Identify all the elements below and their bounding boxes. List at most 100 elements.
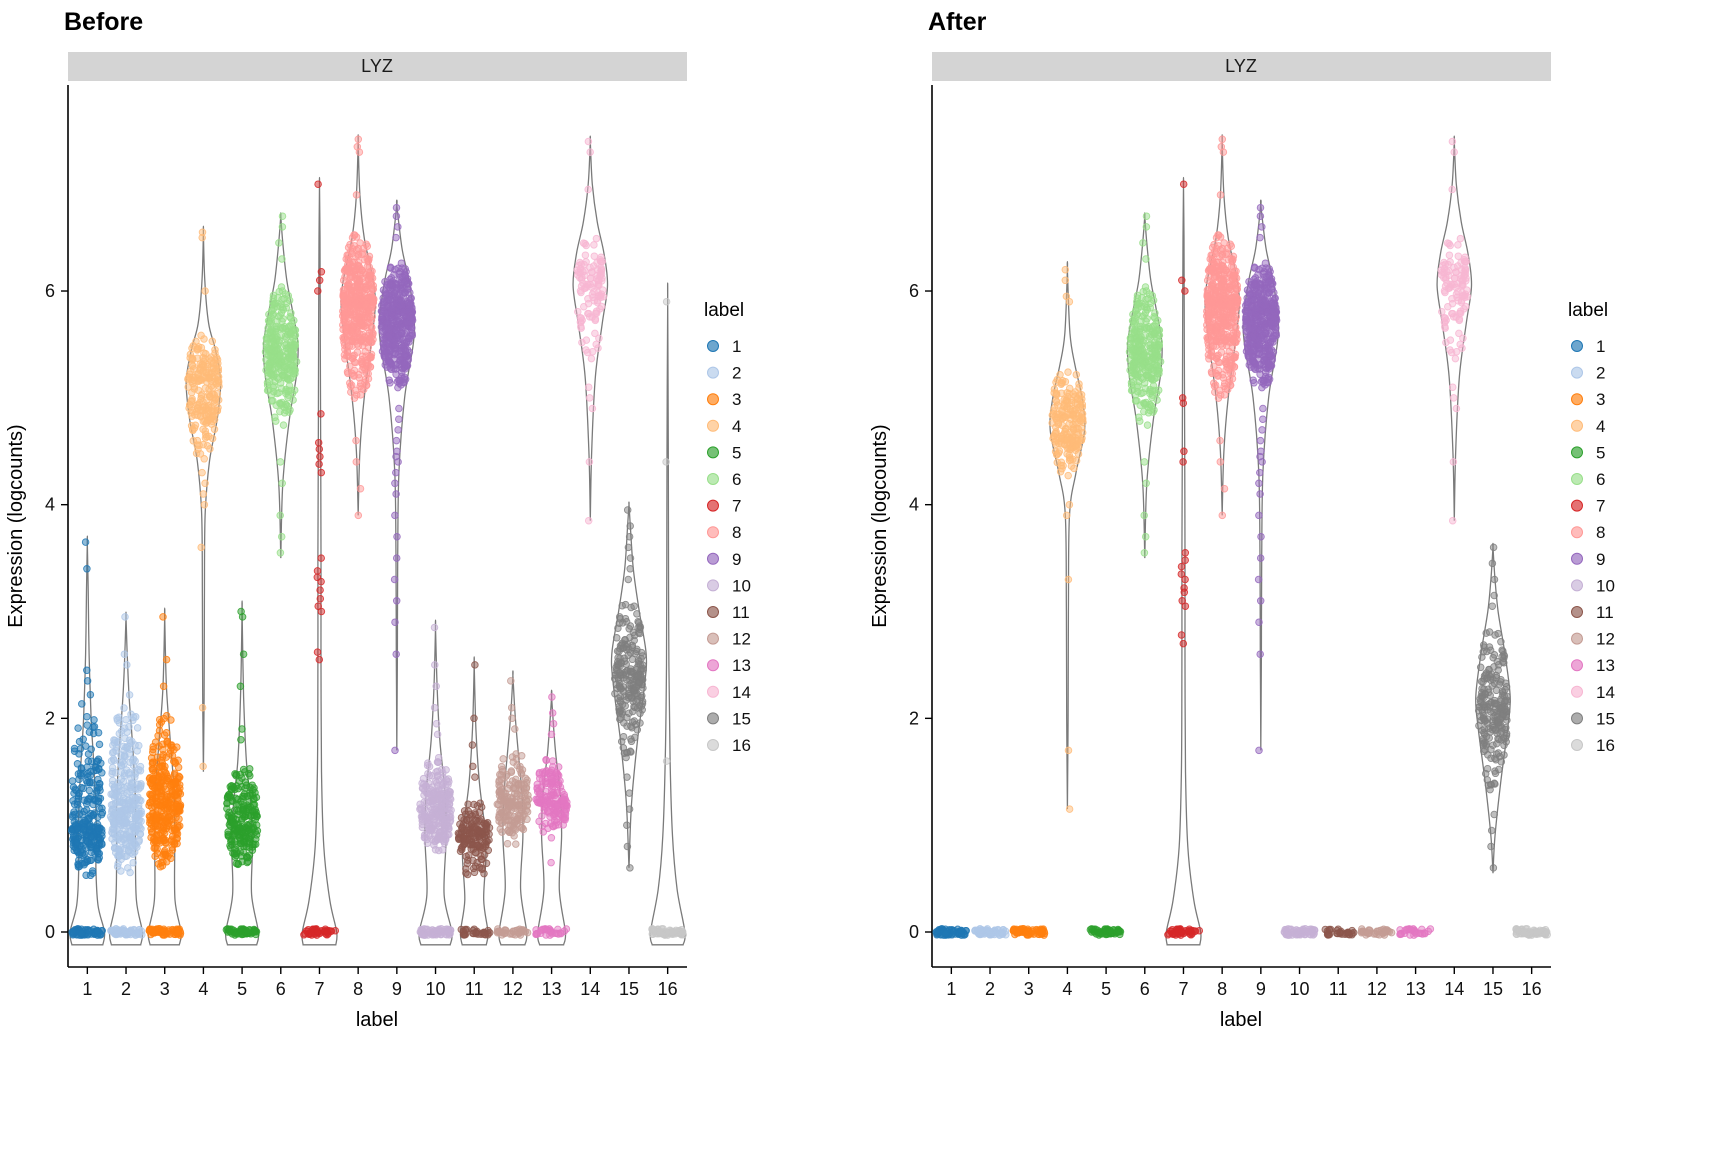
data-point bbox=[623, 722, 631, 730]
data-point bbox=[547, 730, 556, 739]
data-point bbox=[399, 308, 407, 317]
data-point bbox=[416, 800, 424, 808]
data-point bbox=[1140, 407, 1148, 416]
data-point bbox=[120, 704, 128, 712]
data-point bbox=[445, 791, 453, 799]
data-point bbox=[378, 327, 387, 336]
data-point bbox=[276, 379, 285, 387]
data-point bbox=[198, 228, 207, 237]
data-point bbox=[542, 756, 551, 765]
data-point bbox=[361, 301, 369, 310]
data-point bbox=[364, 343, 373, 352]
data-point bbox=[438, 846, 447, 854]
data-point bbox=[1057, 461, 1065, 470]
data-point bbox=[201, 417, 209, 426]
data-point bbox=[584, 383, 593, 391]
data-point bbox=[497, 762, 506, 771]
data-point bbox=[231, 931, 239, 939]
data-point bbox=[1072, 456, 1081, 465]
data-point bbox=[73, 797, 82, 806]
data-point bbox=[131, 794, 140, 802]
data-point bbox=[626, 522, 634, 530]
data-point bbox=[83, 677, 92, 685]
data-point bbox=[234, 859, 243, 868]
data-point bbox=[171, 787, 180, 795]
data-point bbox=[291, 366, 299, 374]
jitter-points-cluster-4 bbox=[184, 228, 223, 771]
x-tick-label: 7 bbox=[314, 979, 324, 999]
data-point bbox=[465, 836, 473, 844]
data-point bbox=[273, 332, 281, 341]
data-point bbox=[123, 661, 131, 669]
data-point bbox=[1139, 239, 1147, 247]
data-point bbox=[576, 287, 585, 295]
data-point bbox=[456, 847, 465, 855]
data-point bbox=[287, 347, 296, 356]
data-point bbox=[1153, 396, 1161, 404]
data-point bbox=[407, 325, 415, 333]
legend-key-13 bbox=[707, 659, 719, 672]
data-point bbox=[166, 746, 175, 755]
data-point bbox=[548, 693, 556, 701]
data-point bbox=[403, 318, 411, 327]
data-point bbox=[226, 841, 234, 850]
data-point bbox=[236, 682, 245, 691]
data-point bbox=[277, 283, 286, 291]
data-point bbox=[507, 677, 515, 685]
data-point bbox=[1063, 436, 1071, 444]
data-point bbox=[314, 180, 322, 188]
data-point bbox=[1144, 322, 1153, 331]
data-point bbox=[77, 771, 85, 780]
data-point bbox=[348, 258, 356, 267]
data-point bbox=[625, 532, 634, 541]
data-point bbox=[637, 702, 646, 710]
data-point bbox=[158, 853, 166, 861]
legend-label-15: 15 bbox=[732, 709, 751, 728]
legend-label-16: 16 bbox=[732, 736, 751, 755]
data-point bbox=[173, 794, 182, 802]
data-point bbox=[68, 827, 76, 836]
data-point bbox=[662, 297, 671, 306]
data-point bbox=[95, 853, 103, 862]
data-point bbox=[81, 816, 89, 825]
data-point bbox=[1195, 926, 1204, 935]
data-point bbox=[584, 516, 593, 525]
data-point bbox=[553, 808, 561, 816]
data-point bbox=[364, 374, 373, 383]
data-point bbox=[362, 240, 370, 248]
data-point bbox=[87, 843, 96, 851]
data-point bbox=[392, 203, 401, 212]
data-point bbox=[360, 333, 369, 341]
x-tick-label: 3 bbox=[1024, 979, 1034, 999]
data-point bbox=[1065, 805, 1074, 813]
data-point bbox=[1140, 379, 1149, 387]
x-tick-label: 5 bbox=[237, 979, 247, 999]
data-point bbox=[1074, 436, 1082, 445]
data-point bbox=[174, 823, 182, 832]
data-point bbox=[392, 597, 401, 605]
data-point bbox=[662, 458, 670, 466]
data-point bbox=[331, 926, 340, 935]
data-point bbox=[582, 336, 591, 344]
data-point bbox=[199, 440, 207, 449]
data-point bbox=[512, 754, 521, 763]
data-point bbox=[624, 575, 633, 584]
data-point bbox=[393, 532, 401, 541]
data-point bbox=[361, 277, 370, 286]
data-point bbox=[392, 436, 401, 445]
data-point bbox=[544, 809, 553, 817]
data-point bbox=[625, 681, 634, 689]
legend-label-8: 8 bbox=[732, 523, 741, 542]
data-point bbox=[148, 758, 157, 767]
data-point bbox=[391, 511, 399, 520]
data-point bbox=[1057, 407, 1066, 415]
data-point bbox=[129, 858, 137, 867]
data-point bbox=[127, 804, 135, 813]
data-point bbox=[584, 137, 593, 146]
data-point bbox=[115, 729, 124, 738]
legend-label-7: 7 bbox=[732, 497, 741, 516]
data-point bbox=[579, 239, 588, 247]
data-point bbox=[80, 860, 88, 869]
data-point bbox=[388, 305, 396, 313]
